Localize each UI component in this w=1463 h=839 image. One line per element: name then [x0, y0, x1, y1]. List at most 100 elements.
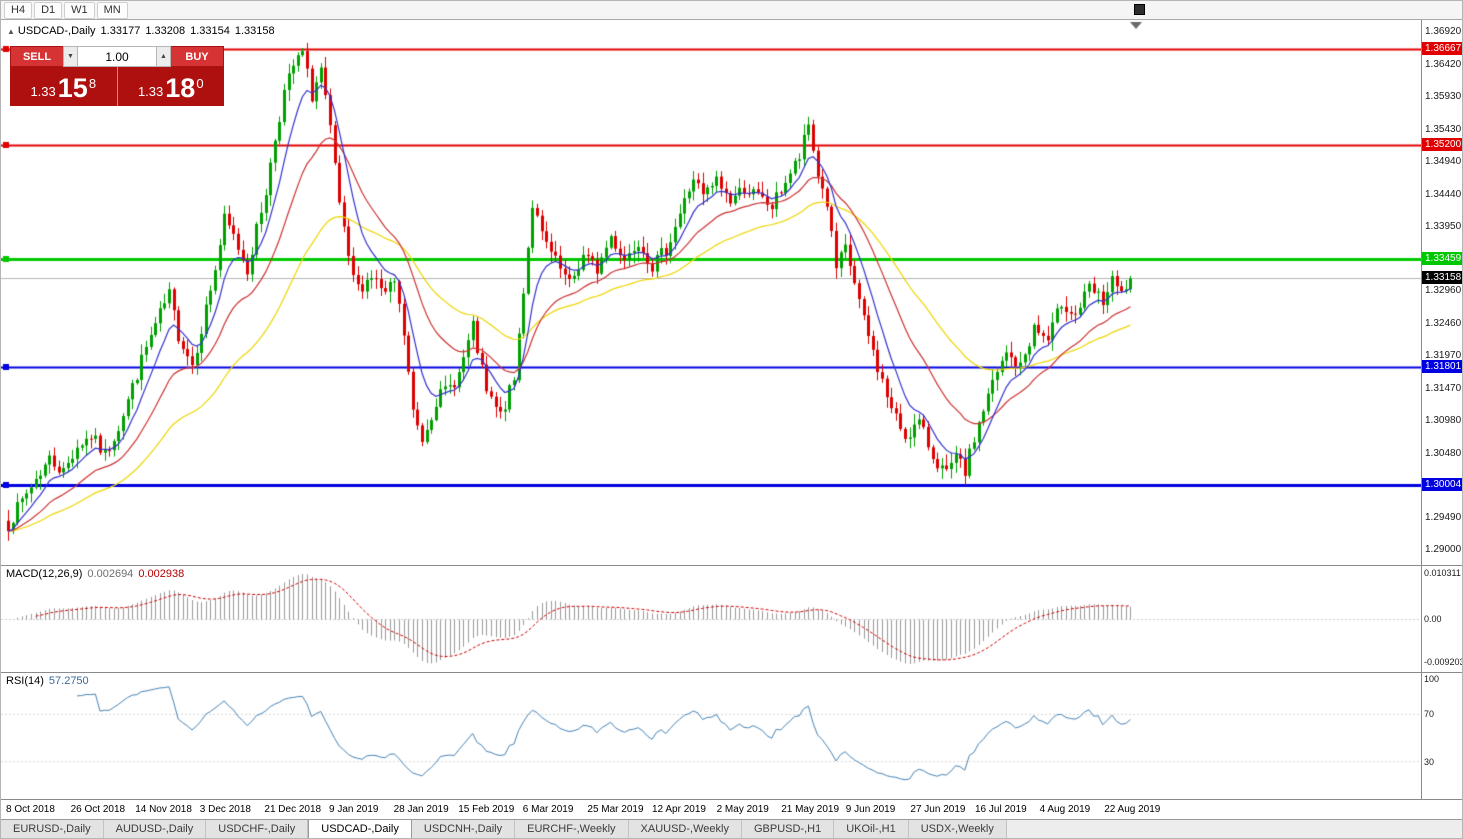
date-axis-label: 15 Feb 2019	[458, 804, 515, 815]
date-axis-label: 27 Jun 2019	[910, 804, 966, 815]
date-axis-label: 6 Mar 2019	[522, 804, 574, 815]
price-axis-label: 1.36920	[1425, 26, 1462, 38]
timeframe-button-d1[interactable]: D1	[34, 1, 63, 19]
chart-shift-icon[interactable]	[1134, 4, 1145, 15]
buy-price-prefix: 1.33	[137, 84, 164, 99]
rsi-axis-30: 30	[1424, 757, 1435, 767]
volume-input[interactable]	[78, 46, 156, 67]
date-axis-label: 4 Aug 2019	[1039, 804, 1091, 815]
tab-usdx-weekly[interactable]: USDX-,Weekly	[908, 820, 1007, 838]
sell-price-frac: 8	[88, 76, 97, 91]
macd-canvas[interactable]	[1, 566, 1421, 672]
tab-audusd-daily[interactable]: AUDUSD-,Daily	[103, 820, 207, 838]
buy-button[interactable]: BUY	[171, 46, 224, 67]
price-axis-label: 1.34940	[1425, 155, 1462, 167]
rsi-axis-100: 100	[1424, 674, 1440, 684]
date-axis-label: 3 Dec 2018	[199, 804, 251, 815]
volume-decrease-icon[interactable]: ▼	[63, 46, 78, 67]
chart-title: ▲ USDCAD-,Daily 1.33177 1.33208 1.33154 1.331…	[7, 25, 275, 37]
date-axis-label: 2 May 2019	[716, 804, 769, 815]
tab-ukoil-h1[interactable]: UKOil-,H1	[834, 820, 909, 838]
tab-xauusd-weekly[interactable]: XAUUSD-,Weekly	[628, 820, 742, 838]
panel-separator[interactable]	[1, 565, 1462, 566]
price-axis-label: 1.30480	[1425, 447, 1462, 459]
timeframe-button-h4[interactable]: H4	[4, 1, 33, 19]
price-axis-label: 1.35930	[1425, 91, 1462, 103]
price-level-label: 1.36667	[1422, 41, 1462, 55]
price-level-label: 1.33459	[1422, 251, 1462, 265]
price-axis-label: 1.36420	[1425, 59, 1462, 71]
tab-usdcnh-daily[interactable]: USDCNH-,Daily	[411, 820, 516, 838]
date-axis-label: 9 Jan 2019	[329, 804, 379, 815]
current-price-label: 1.33158	[1422, 271, 1462, 285]
timeframe-toolbar: H4 D1 W1 MN	[1, 1, 1462, 20]
buy-price-pips: 18	[165, 73, 196, 103]
rsi-name: RSI(14)	[6, 675, 44, 687]
sell-button[interactable]: SELL	[10, 46, 63, 67]
buy-price-frac: 0	[196, 76, 204, 91]
rsi-label: RSI(14) 57.2750	[6, 675, 89, 687]
chart-title-low: 1.33154	[190, 25, 230, 37]
tab-usdcad-daily[interactable]: USDCAD-,Daily	[308, 820, 412, 838]
date-axis-label: 14 Nov 2018	[135, 804, 192, 815]
tab-eurchf-weekly[interactable]: EURCHF-,Weekly	[515, 820, 629, 838]
price-level-label: 1.31801	[1422, 360, 1462, 374]
macd-axis-max: 0.010311	[1424, 568, 1461, 578]
price-axis-label: 1.29490	[1425, 512, 1462, 524]
date-axis-label: 26 Oct 2018	[70, 804, 126, 815]
rsi-canvas[interactable]	[1, 673, 1421, 799]
macd-label: MACD(12,26,9) 0.002694 0.002938	[6, 568, 184, 580]
date-axis-label: 25 Mar 2019	[587, 804, 644, 815]
price-axis-label: 1.32460	[1425, 318, 1462, 330]
price-scale[interactable]: 0.010311 0.00 -0.0092030 100 70 30 1.369…	[1421, 20, 1462, 800]
rsi-axis-70: 70	[1424, 709, 1435, 719]
panel-separator[interactable]	[1, 799, 1462, 800]
date-axis-label: 9 Jun 2019	[845, 804, 896, 815]
price-level-label: 1.30004	[1422, 477, 1462, 491]
date-axis-label: 16 Jul 2019	[975, 804, 1027, 815]
price-axis-label: 1.29000	[1425, 544, 1462, 556]
price-axis-label: 1.34440	[1425, 188, 1462, 200]
chart-title-symbol: USDCAD-,Daily	[17, 25, 96, 37]
date-axis-label: 28 Jan 2019	[393, 804, 449, 815]
price-axis-label: 1.31470	[1425, 382, 1462, 394]
rsi-value: 57.2750	[48, 675, 89, 687]
macd-name: MACD(12,26,9)	[6, 568, 83, 580]
buy-price-button[interactable]: 1.33 18 0	[117, 67, 224, 106]
timeframe-button-group: H4 D1 W1 MN	[3, 1, 129, 19]
chart-title-open: 1.33177	[100, 25, 141, 37]
volume-increase-icon[interactable]: ▲	[156, 46, 171, 67]
price-axis-label: 1.30980	[1425, 414, 1462, 426]
date-axis-label: 12 Apr 2019	[652, 804, 706, 815]
tab-eurusd-daily[interactable]: EURUSD-,Daily	[1, 820, 104, 838]
rsi-indicator-panel: RSI(14) 57.2750	[1, 673, 1421, 799]
sell-price-button[interactable]: 1.33 15 8	[10, 67, 118, 106]
date-axis-label: 8 Oct 2018	[6, 804, 55, 815]
price-chart-panel: ▲ USDCAD-,Daily 1.33177 1.33208 1.33154 1.331…	[1, 20, 1421, 565]
price-axis-label: 1.33950	[1425, 220, 1462, 232]
sell-price-pips: 15	[57, 73, 88, 103]
macd-indicator-panel: MACD(12,26,9) 0.002694 0.002938	[1, 566, 1421, 672]
collapse-trade-panel-icon[interactable]: ▲	[7, 27, 15, 36]
chart-title-high: 1.33208	[145, 25, 186, 37]
price-axis-label: 1.35430	[1425, 123, 1462, 135]
tab-gbpusd-h1[interactable]: GBPUSD-,H1	[741, 820, 835, 838]
macd-axis-zero: 0.00	[1424, 614, 1442, 624]
macd-axis-min: -0.0092030	[1424, 657, 1462, 667]
price-axis-label: 1.31970	[1425, 350, 1462, 362]
macd-value: 0.002694	[87, 568, 134, 580]
chart-title-close: 1.33158	[234, 25, 275, 37]
panel-separator[interactable]	[1, 672, 1462, 673]
timeframe-button-w1[interactable]: W1	[64, 1, 95, 19]
price-chart-canvas[interactable]	[1, 20, 1421, 565]
timeframe-button-mn[interactable]: MN	[96, 1, 128, 19]
time-scale[interactable]: 8 Oct 2018 26 Oct 2018 14 Nov 2018 3 Dec 20…	[1, 800, 1462, 819]
price-level-label: 1.35200	[1422, 137, 1462, 151]
date-axis-label: 22 Aug 2019	[1104, 804, 1161, 815]
date-axis-label: 21 Dec 2018	[264, 804, 322, 815]
date-axis-label: 21 May 2019	[781, 804, 840, 815]
sell-price-prefix: 1.33	[30, 84, 56, 99]
tab-usdchf-daily[interactable]: USDCHF-,Daily	[206, 820, 309, 838]
